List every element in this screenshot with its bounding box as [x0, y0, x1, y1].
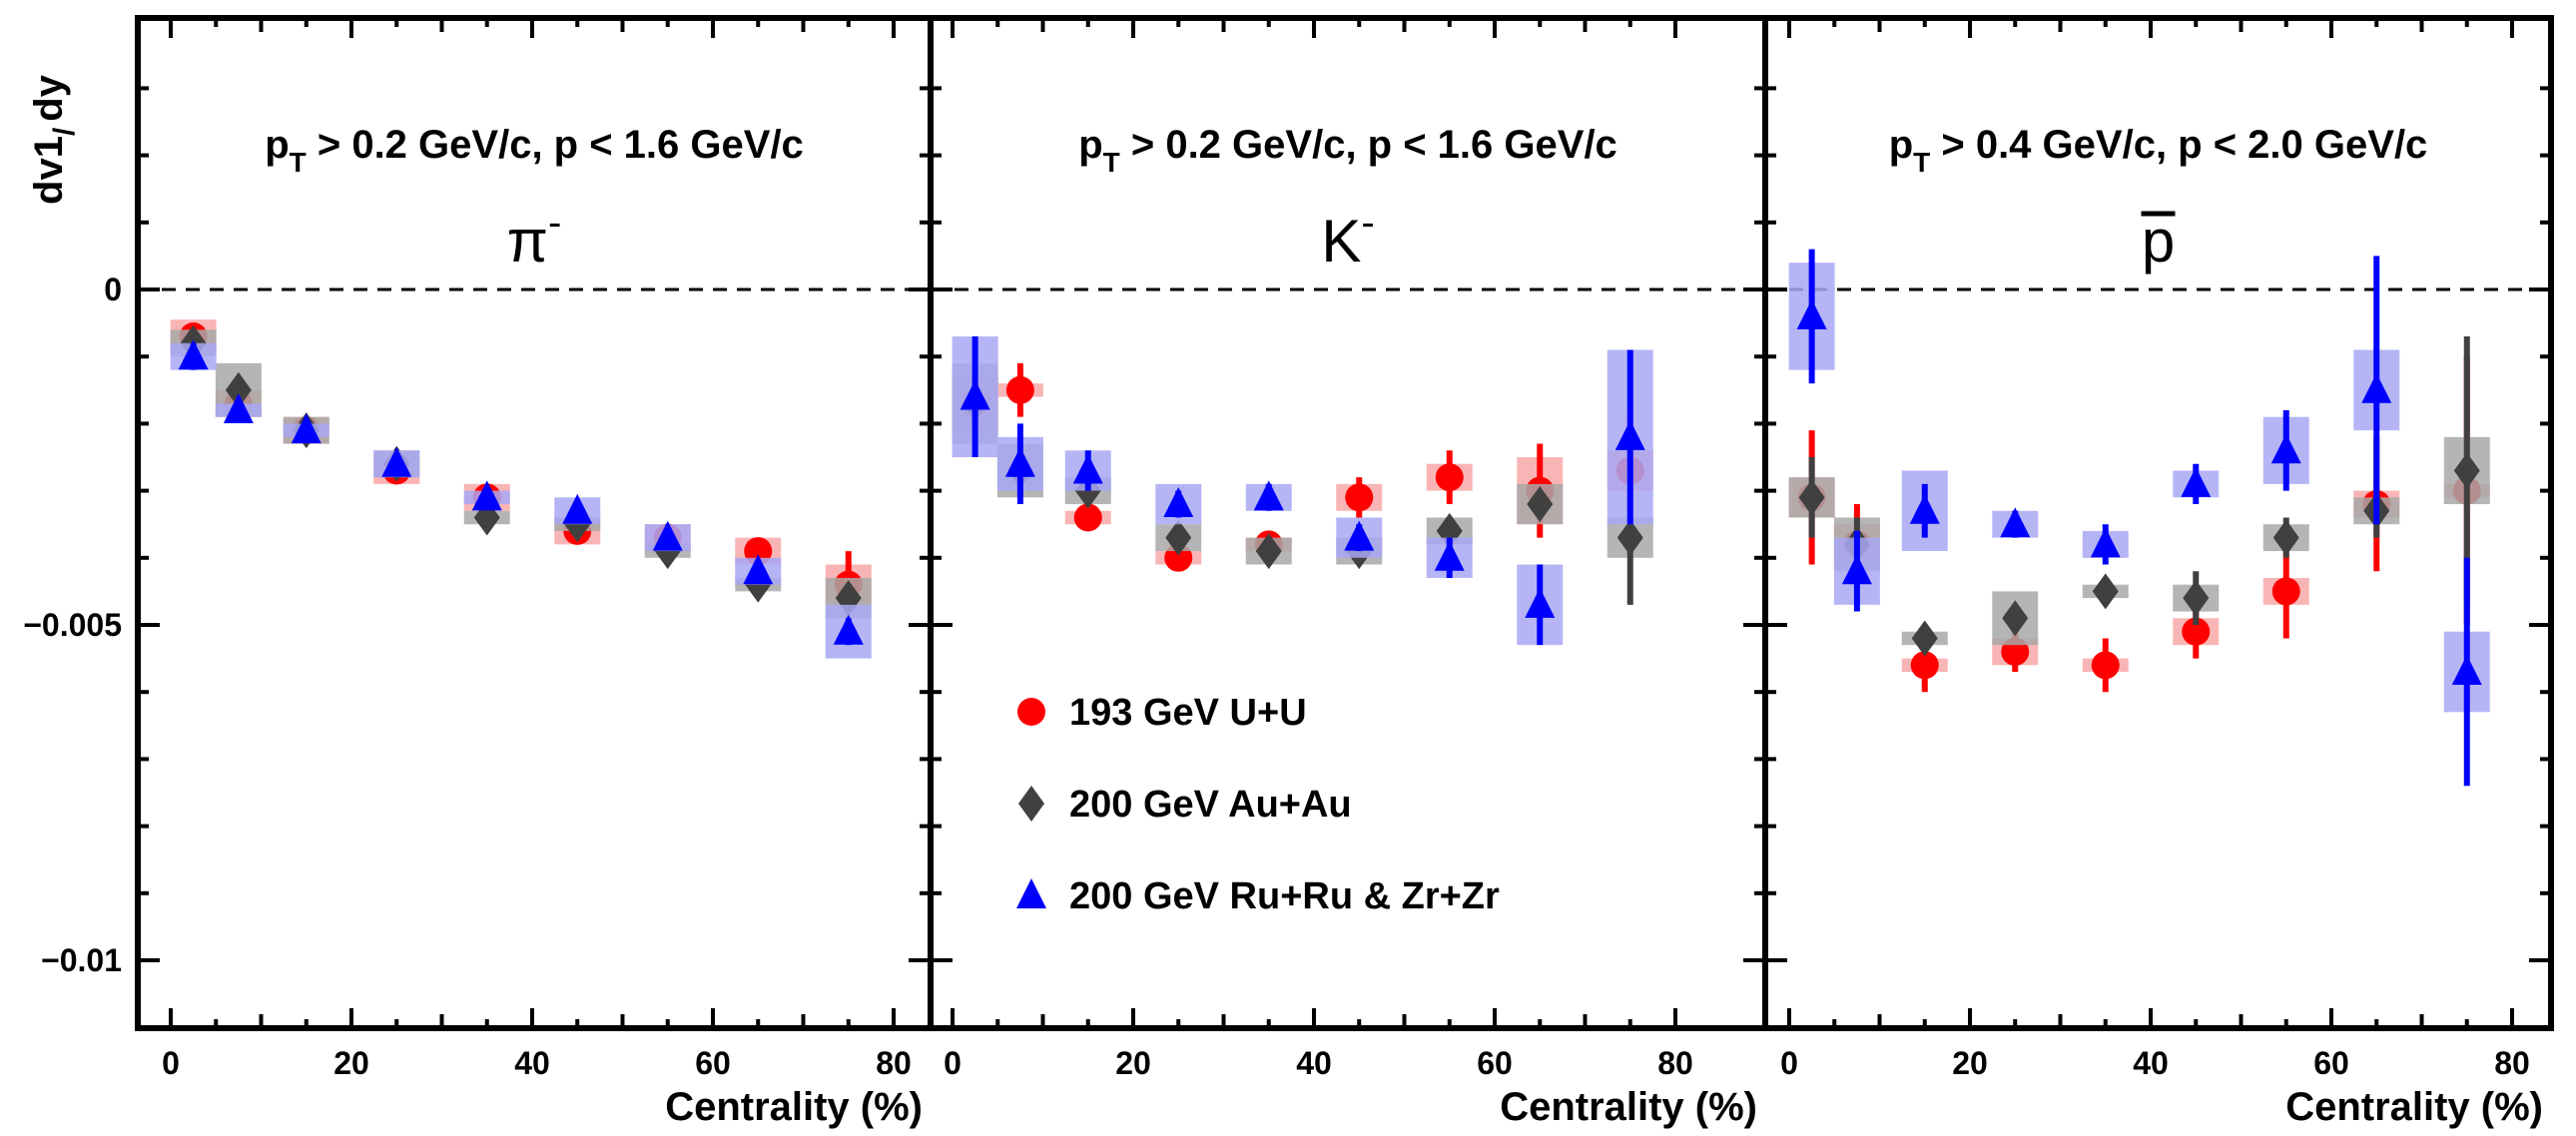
panel-kinematics-label: pT > 0.4 GeV/c, p < 2.0 GeV/c — [1889, 123, 2428, 178]
data-point — [833, 614, 864, 645]
data-point — [1253, 480, 1284, 511]
x-tick-label: 40 — [1296, 1045, 1332, 1081]
x-tick-label: 20 — [1115, 1045, 1151, 1081]
particle-label: K- — [1321, 201, 1374, 275]
panel-kinematics-label: pT > 0.2 GeV/c, p < 1.6 GeV/c — [265, 123, 804, 178]
data-point — [1527, 486, 1554, 523]
y-axis-title: dv1/dy — [27, 74, 81, 205]
x-tick-label: 0 — [1780, 1045, 1798, 1081]
data-point — [291, 413, 322, 444]
data-point — [2091, 651, 2120, 680]
data-point — [1435, 463, 1464, 492]
x-tick-label: 80 — [876, 1045, 912, 1081]
panel-frame-1 — [135, 15, 934, 1031]
data-point — [960, 379, 990, 410]
x-tick-label: 60 — [1477, 1045, 1513, 1081]
data-point — [2182, 617, 2211, 646]
data-point — [225, 371, 252, 408]
legend-label: 200 GeV Au+Au — [1069, 784, 1352, 826]
y-tick-label: −0.01 — [41, 942, 122, 978]
legend: 193 GeV U+U 200 GeV Au+Au 200 GeV Ru+Ru & … — [1016, 692, 1500, 917]
data-point — [1841, 554, 1872, 585]
x-tick-label: 80 — [2494, 1045, 2530, 1081]
particle-label: p — [2142, 208, 2175, 275]
data-point — [1911, 620, 1938, 657]
y-tick-label: −0.005 — [23, 607, 122, 643]
panel-frame-3 — [1762, 15, 2554, 1031]
data-point — [1255, 533, 1282, 570]
data-point — [1165, 519, 1192, 556]
data-point — [2092, 573, 2119, 610]
legend-marker — [1017, 698, 1045, 726]
particle-label: π- — [507, 201, 562, 275]
data-point — [1434, 540, 1465, 571]
x-tick-label: 40 — [514, 1045, 550, 1081]
x-tick-label: 60 — [2313, 1045, 2349, 1081]
legend-marker — [1018, 786, 1044, 822]
data-point — [1005, 375, 1034, 404]
data-point — [1614, 419, 1645, 450]
data-point — [2183, 580, 2210, 617]
legend-label: 200 GeV Ru+Ru & Zr+Zr — [1069, 875, 1500, 917]
data-point — [1910, 651, 1939, 680]
series-1 — [952, 362, 1653, 572]
data-point — [1798, 479, 1825, 516]
series-3 — [1788, 249, 2490, 787]
x-tick-label: 0 — [944, 1045, 962, 1081]
x-tick-label: 20 — [1952, 1045, 1988, 1081]
data-point — [381, 446, 412, 477]
data-point — [2271, 577, 2300, 606]
panel-1: 0 20 40 60 80 pT > 0.2 GeV/c, p < 1.6 GeV/c π-… — [138, 18, 931, 1129]
legend-entry: 200 GeV Ru+Ru & Zr+Zr — [1016, 875, 1500, 917]
data-point — [2453, 452, 2480, 489]
data-point — [2090, 527, 2121, 558]
data-point — [2451, 655, 2482, 686]
data-point — [2272, 519, 2299, 556]
x-tick-label: 60 — [695, 1045, 731, 1081]
x-tick-label: 80 — [1657, 1045, 1693, 1081]
legend-marker — [1016, 878, 1046, 908]
data-point — [471, 480, 502, 511]
data-point — [2361, 372, 2392, 403]
data-point — [2002, 600, 2029, 637]
x-axis-title: Centrality (%) — [2285, 1085, 2543, 1129]
legend-entry: 200 GeV Au+Au — [1018, 784, 1352, 826]
data-point — [1796, 298, 1827, 329]
data-point — [2181, 466, 2212, 497]
x-axis-title: Centrality (%) — [1500, 1085, 1757, 1129]
legend-entry: 193 GeV U+U — [1017, 692, 1307, 734]
y-tick-label: 0 — [104, 272, 122, 307]
data-point — [652, 520, 683, 551]
series-3 — [952, 336, 1653, 646]
data-point — [223, 392, 254, 423]
data-point — [1616, 519, 1643, 556]
data-point — [1525, 587, 1556, 618]
data-point — [1163, 487, 1194, 518]
panel-kinematics-label: pT > 0.2 GeV/c, p < 1.6 GeV/c — [1078, 123, 1617, 178]
legend-label: 193 GeV U+U — [1069, 692, 1307, 734]
data-point — [1072, 453, 1103, 484]
data-point — [1073, 503, 1102, 532]
data-point — [1344, 520, 1375, 551]
data-point — [1909, 493, 1940, 524]
data-point — [178, 339, 209, 370]
x-tick-label: 20 — [333, 1045, 369, 1081]
data-point — [2000, 507, 2031, 538]
x-tick-label: 40 — [2133, 1045, 2169, 1081]
data-point — [562, 493, 593, 524]
data-point — [743, 554, 774, 585]
panel-2: 0 20 40 60 80 pT > 0.2 GeV/c, p < 1.6 GeV/c K-… — [931, 18, 1765, 1129]
data-point — [1345, 483, 1374, 512]
data-point — [1004, 446, 1035, 477]
x-tick-label: 0 — [162, 1045, 180, 1081]
panel-3: 0 20 40 60 80 pT > 0.4 GeV/c, p < 2.0 GeV/c p C… — [1765, 18, 2551, 1129]
series-3 — [170, 339, 872, 659]
x-axis-title: Centrality (%) — [665, 1085, 923, 1129]
data-point — [2270, 433, 2301, 464]
